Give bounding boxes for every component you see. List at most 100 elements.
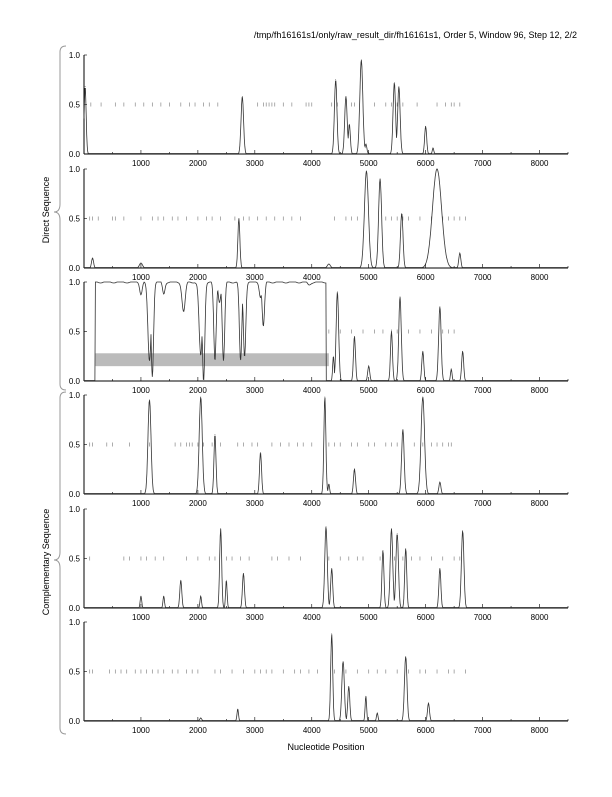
peak-point: [260, 452, 261, 453]
chart-title: /tmp/fh16161s1/only/raw_result_dir/fh161…: [254, 30, 577, 40]
x-tick-label: 4000: [303, 613, 321, 622]
peak-point: [243, 572, 244, 574]
x-tick-label: 3000: [246, 499, 264, 508]
x-tick-label: 4000: [303, 499, 321, 508]
peak-point: [462, 530, 464, 532]
peak-point: [325, 526, 327, 528]
series-line: [84, 168, 568, 268]
x-tick-label: 4000: [303, 273, 321, 282]
x-tick-label: 4000: [303, 386, 321, 395]
y-tick-label: 0.0: [69, 377, 81, 386]
series-line: [84, 527, 568, 609]
peak-point: [335, 79, 337, 81]
y-tick-label: 0.0: [69, 150, 81, 159]
peak-point: [401, 213, 403, 214]
x-tick-label: 5000: [360, 159, 378, 168]
panel-complementary-frame-3: 1000 2000 3000 4000 5000 6000 7000 8000 0.0 0.5 1.…: [69, 618, 569, 735]
peak-point: [439, 568, 441, 569]
x-tick-label: 6000: [417, 159, 435, 168]
x-tick-label: 3000: [246, 386, 264, 395]
series-line: [83, 60, 568, 154]
peak-point: [348, 685, 350, 687]
y-tick-label: 0.0: [69, 717, 81, 726]
peak-point: [439, 306, 441, 308]
peak-point: [180, 579, 182, 581]
peak-point: [405, 656, 407, 658]
x-tick-label: 1000: [132, 613, 150, 622]
peak-point: [382, 550, 384, 551]
peak-point: [425, 125, 427, 127]
y-tick-label: 0.5: [69, 215, 81, 224]
x-tick-label: 6000: [417, 273, 435, 282]
x-tick-label: 6000: [417, 499, 435, 508]
x-tick-label: 8000: [531, 159, 549, 168]
peak-point: [200, 717, 202, 719]
y-tick-label: 1.0: [69, 391, 81, 400]
complementary-brace: [53, 391, 67, 735]
peak-point: [365, 695, 367, 697]
peak-point: [225, 579, 227, 581]
x-tick-label: 4000: [303, 159, 321, 168]
peak-point: [376, 712, 378, 714]
series-line: [84, 397, 568, 494]
peak-point: [450, 368, 452, 370]
series-line: [84, 634, 568, 721]
x-tick-label: 1000: [132, 499, 150, 508]
x-tick-label: 8000: [531, 726, 549, 735]
peak-point: [342, 661, 344, 662]
peak-point: [366, 170, 367, 172]
x-tick-label: 8000: [531, 613, 549, 622]
peak-point: [92, 257, 93, 259]
x-tick-label: 6000: [417, 386, 435, 395]
x-tick-label: 2000: [189, 273, 207, 282]
x-tick-label: 5000: [360, 726, 378, 735]
gap-band: [95, 353, 329, 367]
x-tick-label: 2000: [189, 613, 207, 622]
peak-point: [365, 143, 367, 145]
y-tick-label: 0.0: [69, 604, 81, 613]
x-tick-label: 7000: [474, 499, 492, 508]
x-tick-label: 2000: [189, 499, 207, 508]
y-tick-label: 0.5: [69, 555, 81, 564]
group-label-direct: Direct Sequence: [41, 177, 51, 244]
x-tick-label: 8000: [531, 499, 549, 508]
peak-point: [220, 528, 222, 530]
x-tick-label: 1000: [132, 159, 150, 168]
group-label-complementary: Complementary Sequence: [41, 509, 51, 616]
x-tick-label: 8000: [531, 273, 549, 282]
peak-point: [354, 336, 355, 337]
peak-point: [238, 218, 240, 219]
y-tick-label: 1.0: [69, 165, 81, 174]
x-tick-label: 5000: [360, 273, 378, 282]
peak-point: [436, 168, 438, 170]
x-tick-label: 7000: [474, 726, 492, 735]
x-tick-label: 3000: [246, 726, 264, 735]
peak-point: [328, 263, 330, 265]
peak-point: [398, 86, 400, 88]
direct-brace: [53, 45, 67, 391]
peak-point: [432, 147, 434, 149]
x-tick-label: 2000: [189, 726, 207, 735]
x-tick-label: 1000: [132, 386, 150, 395]
peak-point: [379, 178, 381, 180]
peak-point: [354, 468, 355, 470]
peak-point: [405, 548, 407, 549]
x-tick-label: 7000: [474, 613, 492, 622]
x-tick-label: 3000: [246, 613, 264, 622]
peak-point: [336, 291, 338, 293]
x-axis-label: Nucleotide Position: [287, 742, 364, 752]
peak-point: [84, 86, 86, 88]
y-tick-label: 0.0: [69, 490, 81, 499]
panel-complementary-frame-1: 1000 2000 3000 4000 5000 6000 7000 8000 0.0 0.5 1.…: [69, 391, 569, 508]
x-tick-label: 5000: [360, 499, 378, 508]
peak-point: [368, 365, 370, 367]
x-tick-label: 7000: [474, 273, 492, 282]
x-tick-label: 8000: [531, 386, 549, 395]
y-tick-label: 0.5: [69, 441, 81, 450]
peak-point: [399, 296, 401, 298]
peak-point: [331, 568, 333, 569]
panel-direct-frame-3: 1000 2000 3000 4000 5000 6000 7000 8000 0.0 0.5 1.…: [69, 278, 569, 395]
peak-point: [214, 434, 216, 435]
